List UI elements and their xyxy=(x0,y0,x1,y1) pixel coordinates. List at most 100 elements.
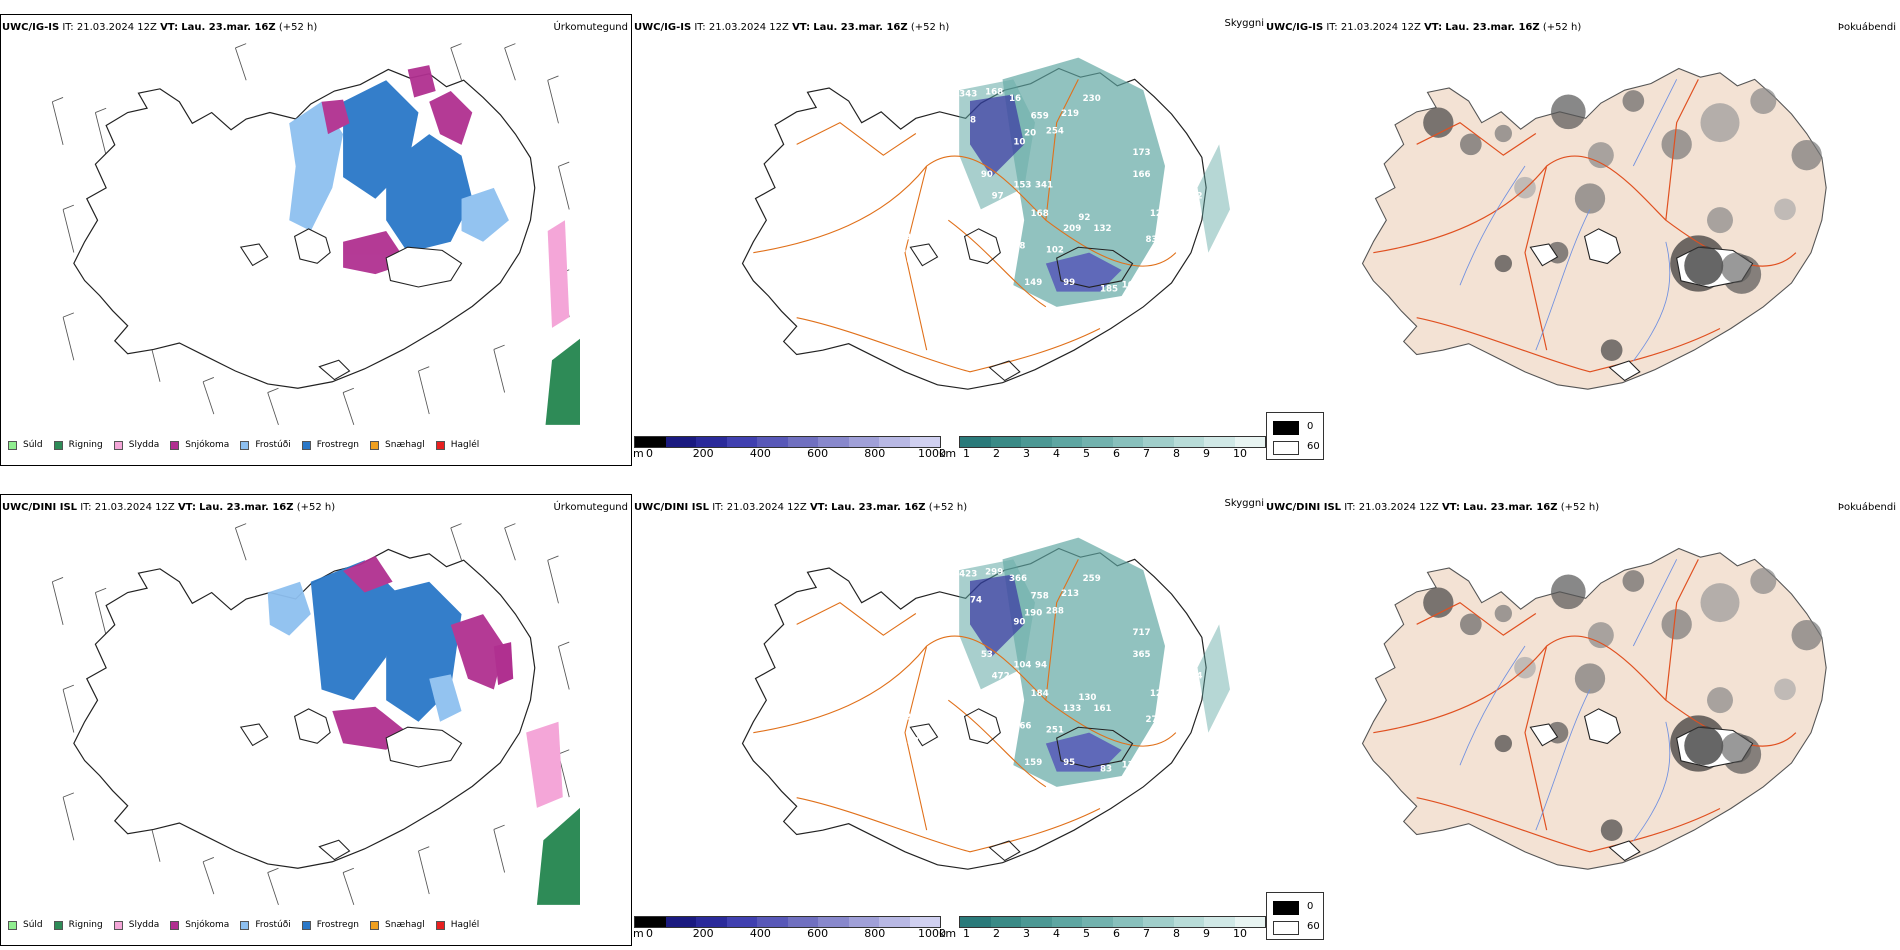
fog-area xyxy=(1700,103,1740,143)
model-name: UWC/DINI ISL xyxy=(2,502,78,513)
colorbar-swatch xyxy=(1173,917,1204,927)
visibility-value: 168 xyxy=(1031,209,1049,219)
precip-type-map xyxy=(51,43,580,425)
visibility-value: 365 xyxy=(1133,650,1151,660)
row-2: UWC/DINI ISL IT: 21.03.2024 12Z VT: Lau.… xyxy=(0,480,1900,950)
visibility-value: 97 xyxy=(992,191,1004,201)
panel-title-fog: Þokuábendi xyxy=(1837,502,1896,513)
visibility-value: 90 xyxy=(1013,617,1025,627)
visibility-value: 532 xyxy=(1143,267,1161,277)
fog-map xyxy=(1361,547,1827,870)
visibility-value: 133 xyxy=(1063,704,1081,714)
visibility-value: 95 xyxy=(1063,758,1075,768)
colorbar-swatch xyxy=(818,437,849,447)
colorbar-swatch xyxy=(635,437,666,447)
colorbar-tick: 9 xyxy=(1203,927,1210,940)
vt-label: VT: xyxy=(160,22,179,33)
legend-item: Snjókoma xyxy=(170,440,229,450)
visibility-value: 129 xyxy=(1150,689,1168,699)
visibility-value: 11 xyxy=(894,280,906,290)
colorbar-swatch xyxy=(990,917,1021,927)
colorbar-swatch xyxy=(1143,917,1174,927)
fog-area xyxy=(1791,620,1822,651)
visibility-value: 168 xyxy=(985,88,1003,98)
visibility-value: 139 xyxy=(1122,760,1140,770)
fog-area xyxy=(1460,133,1482,156)
colorbar-swatch xyxy=(960,917,991,927)
colorbar-swatch xyxy=(635,917,666,927)
fog-area xyxy=(1551,94,1586,130)
panel-header: UWC/IG-IS IT: 21.03.2024 12Z VT: Lau. 23… xyxy=(1266,22,1582,33)
fog-area xyxy=(1551,574,1586,610)
visibility-value: 94 xyxy=(1035,661,1047,671)
fog-area xyxy=(1684,726,1724,766)
visibility-value: 99 xyxy=(1063,278,1075,288)
colorbar-tick: 600 xyxy=(807,927,829,940)
fog-area xyxy=(1600,339,1623,361)
colorbar-tick: 600 xyxy=(807,447,829,460)
panel-header: UWC/DINI ISL IT: 21.03.2024 12Z VT: Lau.… xyxy=(634,502,968,513)
colorbar-tick: 4 xyxy=(1053,927,1060,940)
precip-type-map xyxy=(51,523,580,905)
visibility-value: 659 xyxy=(1031,111,1049,121)
visibility-value: 16 xyxy=(901,257,913,267)
visibility-value: 213 xyxy=(1061,589,1079,599)
colorbar-swatch xyxy=(757,437,788,447)
fog-map xyxy=(1361,67,1827,390)
colorbar-tick: 0 xyxy=(646,927,653,940)
visibility-value: 38 xyxy=(1013,241,1025,251)
colorbar-tick: 200 xyxy=(692,927,714,940)
fog-area xyxy=(1494,734,1512,753)
colorbar-swatch xyxy=(1234,917,1265,927)
legend-item: Slydda xyxy=(113,440,159,450)
colorbar-tick: 800 xyxy=(864,927,886,940)
panel-header: UWC/DINI ISL IT: 21.03.2024 12Z VT: Lau.… xyxy=(1266,502,1600,513)
legend-item: Súld xyxy=(8,440,43,450)
model-name: UWC/IG-IS xyxy=(2,22,60,33)
visibility-value: 209 xyxy=(1063,224,1081,234)
fog-area xyxy=(1791,140,1822,171)
legend-item: Frostregn xyxy=(301,440,359,450)
colorbar-tick: 800 xyxy=(864,447,886,460)
colorbar-swatch xyxy=(1112,917,1143,927)
km-unit: km xyxy=(939,447,957,460)
colorbar-swatch xyxy=(1051,437,1082,447)
colorbar-swatch xyxy=(879,917,910,927)
visibility-value: 343 xyxy=(959,90,977,100)
panel-title-visibility: Skyggni xyxy=(1224,18,1264,29)
visibility-value: 166 xyxy=(1013,721,1031,731)
colorbar-swatch xyxy=(1234,437,1265,447)
visibility-value: 299 xyxy=(985,568,1003,578)
kilometer-scale xyxy=(959,436,1266,448)
visibility-value: 53 xyxy=(981,650,993,660)
visibility-colorbar: m 0 200 400 600 800 1000 km 1 2 3 4 5 6 7 8 9 10 xyxy=(633,436,1266,460)
colorbar-tick: 400 xyxy=(749,447,771,460)
fog-area xyxy=(1587,622,1614,649)
colorbar-swatch xyxy=(1021,917,1052,927)
visibility-value: 472 xyxy=(992,672,1010,682)
colorbar-tick: 3 xyxy=(1023,447,1030,460)
colorbar-tick: 8 xyxy=(1173,927,1180,940)
visibility-value: 130 xyxy=(1078,693,1096,703)
legend-item: Frostregn xyxy=(301,920,359,930)
colorbar-tick: 2 xyxy=(993,927,1000,940)
legend-item: Haglél xyxy=(435,920,479,930)
km-ticks: 1 2 3 4 5 6 7 8 9 10 xyxy=(959,927,1264,940)
meter-ticks: 0 200 400 600 800 1000 xyxy=(646,447,946,460)
colorbar-tick: 200 xyxy=(692,447,714,460)
legend-item: Haglél xyxy=(435,440,479,450)
colorbar-tick: 5 xyxy=(1083,927,1090,940)
visibility-value: 187 xyxy=(1165,161,1183,171)
visibility-value: 165 xyxy=(1122,280,1140,290)
row-1: UWC/IG-IS IT: 21.03.2024 12Z VT: Lau. 23… xyxy=(0,0,1900,470)
visibility-value: 259 xyxy=(1083,574,1101,584)
fog-area xyxy=(1661,129,1692,160)
visibility-value: 366 xyxy=(1009,574,1027,584)
colorbar-tick: 9 xyxy=(1203,447,1210,460)
fog-area xyxy=(1574,663,1606,694)
colorbar-swatch xyxy=(1204,437,1235,447)
fog-area xyxy=(1721,732,1752,763)
visibility-value: 95 xyxy=(905,233,917,243)
visibility-value: 161 xyxy=(1094,704,1112,714)
